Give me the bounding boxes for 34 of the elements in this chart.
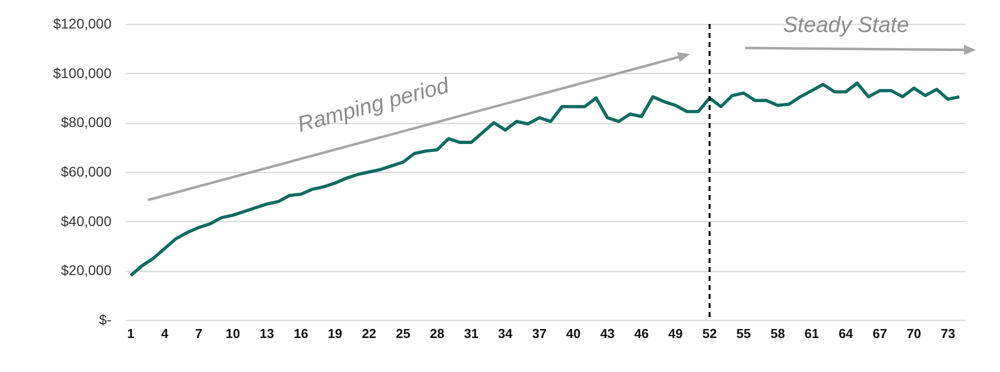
y-tick-label: $20,000 bbox=[60, 262, 112, 278]
x-tick-label: 28 bbox=[430, 326, 444, 341]
x-tick-label: 40 bbox=[566, 326, 581, 341]
x-tick-label: 4 bbox=[161, 326, 170, 341]
y-tick-label: $120,000 bbox=[53, 16, 112, 32]
annotation: Steady State bbox=[783, 12, 909, 37]
x-tick-label: 64 bbox=[838, 326, 854, 341]
x-tick-label: 70 bbox=[906, 326, 922, 341]
x-tick-label: 43 bbox=[600, 326, 615, 341]
x-tick-label: 58 bbox=[770, 326, 785, 341]
x-tick-label: 67 bbox=[872, 326, 888, 341]
x-tick-label: 10 bbox=[226, 326, 240, 341]
x-tick-label: 19 bbox=[328, 326, 342, 341]
y-tick-label: $- bbox=[99, 312, 112, 328]
x-tick-label: 55 bbox=[736, 326, 751, 341]
x-tick-label: 25 bbox=[396, 326, 410, 341]
x-tick-label: 22 bbox=[362, 326, 376, 341]
x-tick-label: 1 bbox=[127, 326, 134, 341]
x-tick-label: 46 bbox=[634, 326, 649, 341]
x-tick-label: 31 bbox=[464, 326, 478, 341]
x-tick-label: 73 bbox=[940, 326, 956, 341]
x-tick-label: 49 bbox=[668, 326, 683, 341]
x-tick-label: 52 bbox=[702, 326, 717, 341]
x-tick-label: 61 bbox=[804, 326, 819, 341]
x-tick-label: 16 bbox=[294, 326, 308, 341]
y-tick-label: $40,000 bbox=[60, 212, 112, 229]
y-tick-label: $80,000 bbox=[60, 114, 112, 130]
y-tick-label: $60,000 bbox=[60, 164, 112, 180]
x-tick-label: 34 bbox=[498, 326, 514, 341]
x-tick-label: 13 bbox=[260, 326, 274, 341]
x-tick-label: 37 bbox=[532, 326, 547, 341]
x-tick-label: 7 bbox=[195, 326, 202, 341]
y-tick-label: $100,000 bbox=[53, 64, 112, 81]
annotation: Ramping period bbox=[294, 72, 452, 137]
